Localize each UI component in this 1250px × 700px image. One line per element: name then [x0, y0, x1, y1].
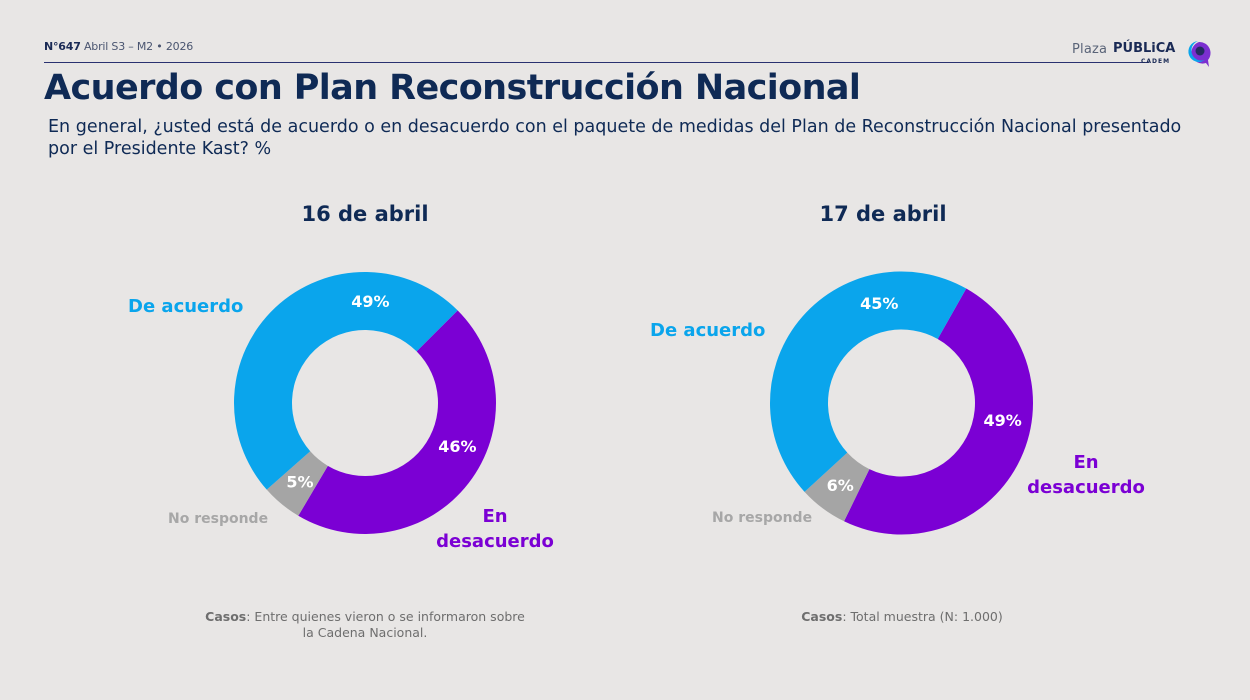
chart-1-label-acuerdo: De acuerdo [128, 296, 244, 317]
chart-1-cases-note: Casos: Entre quienes vieron o se informa… [205, 609, 525, 641]
issue-info: N°647 Abril S3 – M2 • 2026 [44, 40, 193, 53]
logo-cadem-text: CADEM [1141, 58, 1171, 65]
header-divider [44, 62, 1149, 63]
page-title: Acuerdo con Plan Reconstrucción Nacional [44, 68, 861, 108]
chart-1-label-desacuerdo-line1: En [482, 506, 508, 527]
chart-1-label-desacuerdo-line2: desacuerdo [436, 531, 554, 552]
chart-1-value-label-no-responde: 5% [286, 473, 313, 492]
chart-1-slice-no-responde [266, 451, 328, 516]
chart-1-cases-label: Casos [205, 609, 247, 624]
question-subtitle: En general, ¿usted está de acuerdo o en … [48, 117, 1182, 159]
chart-2-label-desacuerdo-line2: desacuerdo [1027, 477, 1145, 498]
chart-1-slice-desacuerdo [298, 310, 496, 534]
chart-1-label-desacuerdo: En desacuerdo [425, 504, 565, 554]
chart-2-cases-note: Casos: Total muestra (N: 1.000) [742, 609, 1062, 625]
chart-2-cases-label: Casos [801, 609, 843, 624]
plaza-publica-logo: Plaza PÚBLiCA CADEM [1072, 38, 1222, 70]
issue-period: Abril S3 – M2 • 2026 [83, 40, 194, 53]
logo-publica-text: PÚBLiCA [1113, 41, 1176, 56]
speech-bubble-logo-icon [1188, 41, 1211, 67]
logo-plaza-text: Plaza [1072, 42, 1108, 57]
chart-2-slice-desacuerdo [844, 288, 1034, 535]
chart-1-label-no-responde: No responde [168, 511, 269, 527]
chart-1-value-label-acuerdo: 49% [351, 292, 389, 311]
chart-2-value-label-no-responde: 6% [827, 476, 854, 495]
chart-2-value-label-acuerdo: 45% [860, 294, 898, 313]
chart-1-slice-acuerdo [233, 271, 458, 490]
issue-number: N°647 [44, 40, 81, 53]
chart-2-title: 17 de abril [819, 202, 947, 226]
chart-2-slice-no-responde [804, 452, 870, 522]
chart-1-value-label-desacuerdo: 46% [438, 437, 476, 456]
chart-1-title: 16 de abril [301, 202, 429, 226]
chart-2-label-no-responde: No responde [712, 510, 813, 526]
chart-2-cases-text: : Total muestra (N: 1.000) [842, 609, 1003, 624]
chart-2-slice-acuerdo [769, 271, 967, 492]
chart-2-value-label-desacuerdo: 49% [983, 411, 1021, 430]
chart-1-cases-text: : Entre quienes vieron o se informaron s… [246, 609, 525, 640]
chart-2-label-acuerdo: De acuerdo [650, 320, 766, 341]
chart-2-label-desacuerdo-line1: En [1073, 452, 1099, 473]
chart-2-label-desacuerdo: En desacuerdo [1016, 450, 1156, 500]
